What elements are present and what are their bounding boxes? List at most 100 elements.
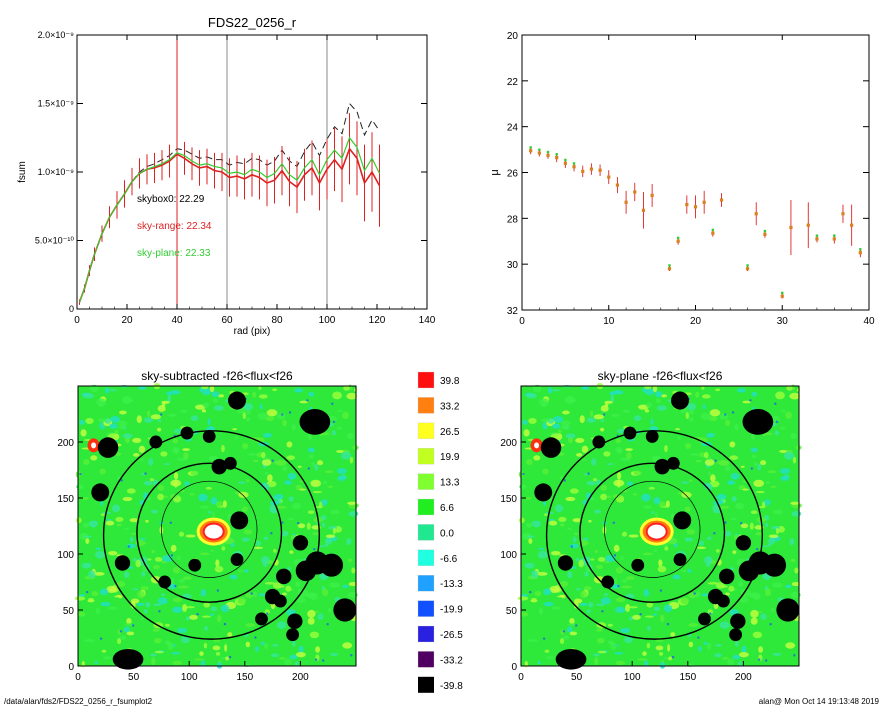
map2-noise-blob bbox=[531, 520, 542, 527]
map1-noise-blob bbox=[138, 445, 146, 453]
map2-noise-blob bbox=[655, 398, 661, 404]
map2-noise-blob bbox=[779, 426, 786, 430]
map2-noise-blob bbox=[548, 520, 558, 526]
map2-noise-blob bbox=[740, 523, 749, 529]
map2-noise-blob bbox=[551, 423, 561, 429]
map2-noise-blob bbox=[615, 660, 625, 665]
map2-noise-blob bbox=[559, 637, 565, 645]
map2-mask bbox=[540, 437, 562, 458]
map1-noise-speck bbox=[313, 548, 316, 551]
map1-noise-blob bbox=[119, 410, 127, 415]
mu-x-tick-label: 0 bbox=[519, 316, 525, 327]
map2-noise-blob bbox=[751, 454, 757, 459]
map2-noise-blob bbox=[779, 468, 790, 475]
colorbar-swatch bbox=[417, 600, 435, 617]
map1-mask bbox=[228, 391, 246, 410]
map1-mask bbox=[287, 613, 303, 629]
map2-noise-blob bbox=[609, 391, 616, 396]
map2-noise-blob bbox=[603, 593, 609, 596]
map1-noise-blob bbox=[182, 593, 192, 599]
map1-noise-blob bbox=[180, 409, 188, 414]
map1-noise-blob bbox=[347, 501, 357, 505]
map2-noise-blob bbox=[714, 653, 723, 658]
mu-y-tick-label: 24 bbox=[507, 123, 519, 134]
map2-noise-blob bbox=[706, 536, 712, 540]
map2-noise-blob bbox=[615, 447, 621, 453]
mu-x-tick-label: 10 bbox=[603, 316, 615, 327]
map1-mask bbox=[333, 598, 357, 622]
map1-noise-blob bbox=[85, 538, 90, 544]
map1-noise-blob bbox=[252, 459, 259, 463]
map2-noise-blob bbox=[705, 483, 713, 491]
map1-noise-blob bbox=[227, 632, 233, 637]
map1-noise-blob bbox=[176, 627, 188, 634]
map1-source-core bbox=[204, 524, 223, 539]
map1-noise-blob bbox=[289, 654, 298, 660]
map2-noise-blob bbox=[737, 661, 742, 666]
mu-point bbox=[633, 190, 637, 194]
map2-noise-blob bbox=[642, 505, 653, 509]
mu-point bbox=[572, 165, 576, 169]
map1-noise-blob bbox=[299, 400, 309, 404]
map2-noise-blob bbox=[566, 399, 577, 402]
colorbar-swatch bbox=[417, 549, 435, 566]
map1-noise-blob bbox=[194, 658, 205, 661]
map1-noise-speck bbox=[281, 521, 284, 524]
map1-noise-blob bbox=[136, 602, 145, 607]
map1-noise-speck bbox=[174, 584, 177, 588]
map2-noise-blob bbox=[600, 597, 611, 605]
map1-noise-blob bbox=[115, 516, 124, 523]
map2-noise-blob bbox=[684, 506, 691, 512]
map2-noise-blob bbox=[652, 613, 658, 616]
map1-noise-blob bbox=[129, 536, 134, 543]
map2-noise-blob bbox=[522, 419, 528, 425]
map1-noise-speck bbox=[120, 479, 123, 482]
map2-noise-blob bbox=[518, 470, 525, 478]
map2-noise-blob bbox=[732, 654, 741, 660]
map2-noise-blob bbox=[519, 484, 527, 490]
map2-noise-blob bbox=[675, 428, 680, 431]
map1-noise-blob bbox=[117, 426, 124, 429]
map1-noise-blob bbox=[297, 523, 306, 529]
map2-noise-blob bbox=[569, 631, 578, 636]
map1-noise-blob bbox=[81, 660, 85, 668]
fsum-x-tick-label: 140 bbox=[419, 315, 436, 326]
map2-mask bbox=[716, 594, 730, 608]
map2-noise-blob bbox=[720, 505, 730, 509]
map1-noise-blob bbox=[273, 549, 277, 553]
fsum-annotation: skybox0: 22.29 bbox=[137, 194, 205, 205]
map1-noise-blob bbox=[317, 460, 324, 466]
map1-noise-blob bbox=[99, 588, 109, 596]
map1-noise-blob bbox=[166, 391, 173, 396]
map2-noise-blob bbox=[783, 451, 795, 460]
map1-noise-blob bbox=[75, 470, 82, 478]
map1-noise-blob bbox=[321, 522, 326, 528]
map2-noise-blob bbox=[615, 606, 626, 613]
map2-mask bbox=[601, 575, 615, 589]
map2-noise-blob bbox=[780, 475, 789, 481]
map2-noise-blob bbox=[687, 568, 692, 573]
map2-noise-blob bbox=[707, 609, 714, 615]
map1-noise-blob bbox=[266, 409, 278, 417]
colorbar-level-label: 26.5 bbox=[440, 427, 460, 438]
map2-noise-blob bbox=[538, 547, 544, 551]
map1-noise-blob bbox=[269, 504, 276, 512]
colorbar-swatch bbox=[417, 397, 435, 414]
map1-noise-blob bbox=[123, 399, 134, 402]
map1-noise-blob bbox=[183, 452, 189, 460]
map2-noise-blob bbox=[677, 436, 681, 440]
map2-x-tick-label: 50 bbox=[571, 672, 583, 683]
map2-noise-blob bbox=[628, 616, 634, 621]
map2-noise-blob bbox=[579, 415, 585, 424]
map2-noise-blob bbox=[688, 641, 694, 648]
map1-mask bbox=[230, 511, 249, 530]
map2-noise-blob bbox=[707, 582, 719, 585]
fsum-y-tick-label: 1.5×10⁻⁹ bbox=[38, 99, 75, 109]
map1-noise-blob bbox=[111, 504, 121, 513]
mu-point bbox=[806, 223, 810, 227]
map1-noise-blob bbox=[157, 419, 162, 423]
colorbar-level-label: -33.2 bbox=[440, 655, 463, 666]
map2-noise-blob bbox=[641, 493, 651, 502]
